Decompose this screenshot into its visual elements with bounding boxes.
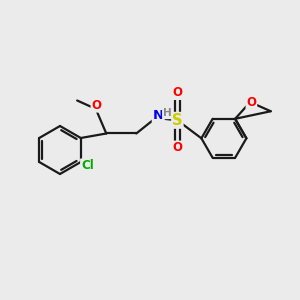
Text: N: N	[153, 109, 164, 122]
Text: S: S	[172, 113, 183, 128]
Text: Cl: Cl	[81, 159, 94, 172]
Text: O: O	[172, 86, 182, 99]
Text: O: O	[172, 141, 182, 154]
Text: O: O	[246, 96, 256, 109]
Text: H: H	[163, 108, 172, 118]
Text: O: O	[92, 99, 101, 112]
